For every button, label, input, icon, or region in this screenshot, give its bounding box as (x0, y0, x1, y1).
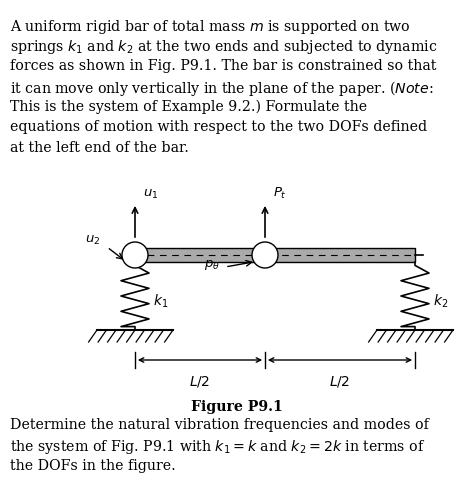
Text: the DOFs in the figure.: the DOFs in the figure. (10, 459, 176, 473)
Text: This is the system of Example 9.2.) Formulate the: This is the system of Example 9.2.) Form… (10, 100, 367, 115)
Text: springs $k_1$ and $k_2$ at the two ends and subjected to dynamic: springs $k_1$ and $k_2$ at the two ends … (10, 39, 438, 57)
Text: $P_t$: $P_t$ (273, 186, 287, 201)
Text: $k_2$: $k_2$ (433, 292, 448, 310)
Text: $u_1$: $u_1$ (143, 188, 158, 201)
Text: at the left end of the bar.: at the left end of the bar. (10, 141, 189, 155)
Text: $k_1$: $k_1$ (153, 292, 168, 310)
Text: $L/2$: $L/2$ (189, 374, 210, 389)
Text: Figure P9.1: Figure P9.1 (191, 400, 283, 414)
Text: $L/2$: $L/2$ (329, 374, 351, 389)
Text: A uniform rigid bar of total mass $m$ is supported on two: A uniform rigid bar of total mass $m$ is… (10, 18, 410, 36)
Bar (135, 248, 415, 262)
Text: forces as shown in Fig. P9.1. The bar is constrained so that: forces as shown in Fig. P9.1. The bar is… (10, 59, 437, 73)
Circle shape (122, 242, 148, 268)
Circle shape (252, 242, 278, 268)
Text: the system of Fig. P9.1 with $k_1 = k$ and $k_2 = 2k$ in terms of: the system of Fig. P9.1 with $k_1 = k$ a… (10, 438, 425, 456)
Text: $p_\theta$: $p_\theta$ (204, 258, 220, 272)
Text: it can move only vertically in the plane of the paper. ($\mathit{Note}$:: it can move only vertically in the plane… (10, 79, 433, 99)
Text: equations of motion with respect to the two DOFs defined: equations of motion with respect to the … (10, 121, 427, 134)
Text: $u_2$: $u_2$ (85, 234, 100, 247)
Text: Determine the natural vibration frequencies and modes of: Determine the natural vibration frequenc… (10, 418, 429, 432)
